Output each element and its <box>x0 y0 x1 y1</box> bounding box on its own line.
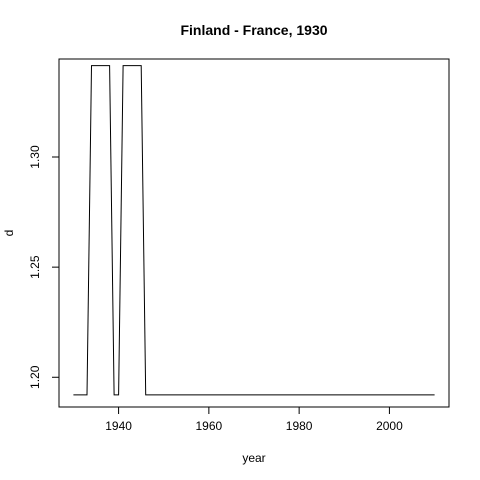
plot-frame <box>58 58 450 408</box>
y-axis-label: d <box>2 230 16 237</box>
x-axis-label: year <box>242 451 265 465</box>
x-tick-label: 1980 <box>286 419 313 433</box>
y-tick-label: 1.25 <box>28 255 42 279</box>
y-tick-label: 1.20 <box>28 365 42 389</box>
x-tick-label: 1960 <box>196 419 223 433</box>
y-axis: 1.20 1.25 1.30 <box>28 145 60 389</box>
series-line <box>73 65 435 396</box>
chart-title: Finland - France, 1930 <box>180 22 327 38</box>
y-tick-label: 1.30 <box>28 145 42 169</box>
x-tick-label: 1940 <box>105 419 132 433</box>
x-axis: 1940 1960 1980 2000 <box>105 406 403 433</box>
x-tick-label: 2000 <box>376 419 403 433</box>
